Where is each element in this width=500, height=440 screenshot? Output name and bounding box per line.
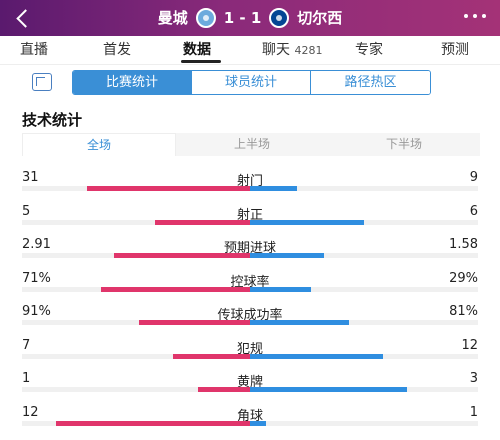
stat-name: 角球: [236, 408, 263, 424]
tab-experts[interactable]: 专家: [355, 42, 383, 58]
stat-bar-track: [22, 286, 478, 292]
away-stat-bar: [250, 253, 324, 258]
home-team-name: 曼城: [157, 9, 188, 27]
chelsea-crest-icon: [269, 7, 290, 28]
away-stat-bar: [250, 219, 365, 225]
period-tabs: 全场 上半场 下半场: [22, 133, 480, 156]
stat-bar-track: [22, 320, 478, 325]
stat-row: 31 射门 9: [0, 170, 500, 210]
home-stat-bar: [139, 320, 250, 325]
home-stat-bar: [87, 186, 250, 191]
stat-name: 控球率: [230, 274, 270, 290]
away-stat-value: 3: [469, 371, 478, 386]
home-stat-value: 7: [22, 337, 31, 353]
away-stat-bar: [250, 320, 349, 325]
away-stat-value: 81%: [449, 304, 478, 319]
stat-bar-track: [22, 186, 478, 191]
tab-prediction[interactable]: 预测: [441, 42, 469, 58]
away-stat-value: 1: [469, 404, 478, 420]
stat-row: 2.91 预期进球 1.58: [0, 237, 500, 277]
home-stat-value: 91%: [22, 304, 51, 319]
away-stat-value: 1.58: [449, 237, 478, 252]
tab-chat-label: 聊天: [262, 42, 290, 58]
home-stat-value: 31: [22, 170, 39, 185]
tab-data[interactable]: 数据: [183, 42, 211, 58]
stat-bar-track: [22, 420, 478, 426]
stat-bar-track: [22, 353, 478, 359]
stat-name: 犯规: [236, 341, 263, 357]
stat-bar-track: [22, 387, 478, 392]
man-city-crest-icon: [195, 7, 216, 28]
match-title: 曼城 1 - 1 切尔西: [0, 7, 500, 28]
stat-name: 射门: [236, 174, 263, 189]
stat-row: 7 犯规 12: [0, 338, 500, 378]
away-stat-bar: [250, 420, 267, 426]
segment-player-stats[interactable]: 球员统计: [192, 71, 311, 94]
stat-row: 71% 控球率 29%: [0, 271, 500, 311]
home-stat-value: 2.91: [22, 237, 51, 252]
period-first-half[interactable]: 上半场: [233, 137, 270, 151]
tab-chat[interactable]: 聊天 4281: [262, 39, 322, 59]
stat-name: 射正: [236, 207, 263, 223]
segment-match-stats[interactable]: 比赛统计: [73, 71, 192, 94]
home-stat-bar: [154, 219, 250, 225]
away-stat-value: 12: [461, 337, 478, 353]
share-icon[interactable]: [32, 73, 52, 91]
main-nav-tabs: 直播 首发 数据 聊天 4281 专家 预测: [0, 36, 500, 63]
tab-live[interactable]: 直播: [20, 42, 48, 58]
home-stat-bar: [172, 353, 250, 359]
stat-bar-track: [22, 253, 478, 258]
section-title: 技术统计: [22, 111, 83, 129]
period-second-half[interactable]: 下半场: [385, 137, 422, 151]
nav-divider: [0, 64, 500, 65]
stat-row: 91% 传球成功率 81%: [0, 304, 500, 344]
match-score: 1 - 1: [223, 8, 262, 27]
stat-row: 12 角球 1: [0, 405, 500, 440]
away-stat-value: 6: [469, 203, 478, 219]
home-stat-value: 12: [22, 404, 39, 420]
away-stat-bar: [250, 286, 311, 292]
away-stat-value: 9: [469, 170, 478, 185]
home-stat-bar: [101, 286, 250, 292]
stat-row: 5 射正 6: [0, 204, 500, 244]
active-tab-underline: [181, 60, 221, 63]
stat-name: 黄牌: [236, 375, 263, 390]
stat-name: 预期进球: [223, 241, 276, 256]
stats-segmented-control: 比赛统计 球员统计 路径热区: [72, 70, 431, 95]
home-stat-bar: [56, 420, 250, 426]
away-stat-bar: [250, 353, 383, 359]
tab-lineup[interactable]: 首发: [103, 42, 131, 58]
away-stat-value: 29%: [449, 270, 478, 286]
segment-heatmap[interactable]: 路径热区: [311, 71, 430, 94]
home-stat-value: 1: [22, 371, 31, 386]
match-header: 曼城 1 - 1 切尔西: [0, 0, 500, 36]
home-stat-value: 71%: [22, 270, 51, 286]
away-stat-bar: [250, 387, 408, 392]
home-stat-bar: [197, 387, 250, 392]
home-stat-bar: [114, 253, 250, 258]
away-team-name: 切尔西: [297, 9, 343, 27]
stat-name: 传球成功率: [217, 308, 283, 323]
chat-count-badge: 4281: [294, 44, 323, 57]
home-stat-value: 5: [22, 203, 31, 219]
stat-bar-track: [22, 219, 478, 225]
away-stat-bar: [250, 186, 298, 191]
more-options-icon[interactable]: [464, 14, 486, 18]
stat-row: 1 黄牌 3: [0, 371, 500, 411]
period-full-match[interactable]: 全场: [22, 133, 176, 156]
